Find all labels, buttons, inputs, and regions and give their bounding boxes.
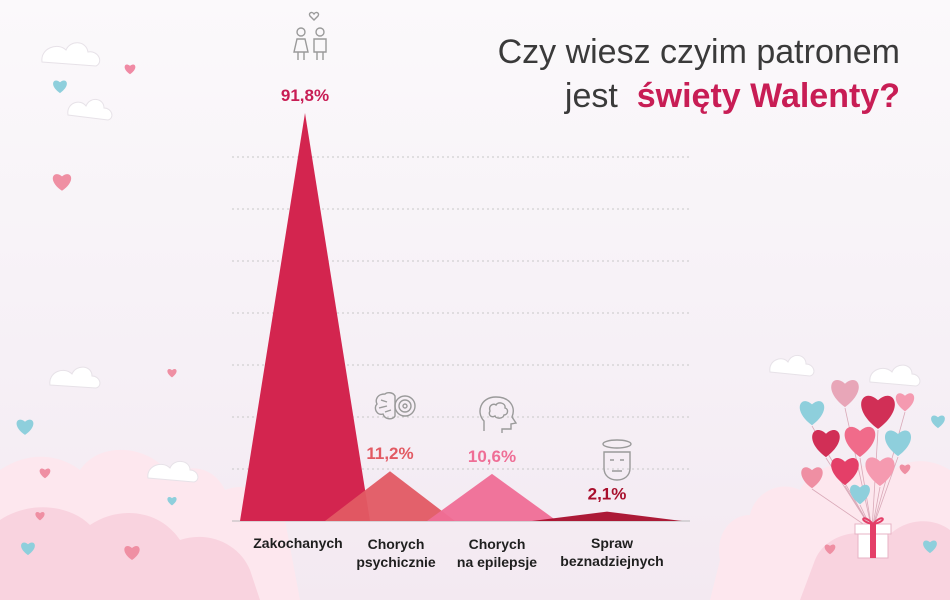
balloon-heart bbox=[801, 467, 823, 489]
value-labels: 91,8% 11,2% 10,6% 2,1% bbox=[281, 86, 626, 504]
balloon-heart bbox=[861, 395, 895, 429]
category-label: Chorych na epilepsje bbox=[456, 536, 538, 570]
balloon-heart bbox=[865, 457, 895, 487]
value-label: 11,2% bbox=[366, 444, 413, 463]
category-label: Spraw beznadziejnych bbox=[560, 535, 664, 569]
gift-box-icon bbox=[854, 517, 892, 559]
cloud-left-mid bbox=[67, 99, 113, 121]
title-line-2-bold: święty Walenty? bbox=[636, 77, 900, 115]
balloon-heart bbox=[812, 429, 840, 458]
title-line-2-prefix: jest bbox=[564, 77, 618, 115]
background-decorations bbox=[0, 42, 950, 600]
heart-decoration bbox=[52, 174, 72, 191]
value-label: 2,1% bbox=[588, 485, 627, 504]
head-brain-icon bbox=[479, 396, 518, 433]
heart-decoration bbox=[824, 544, 836, 555]
area-peak-2 bbox=[427, 473, 557, 521]
heart-decoration bbox=[21, 542, 35, 556]
heart-decoration bbox=[124, 546, 140, 560]
dizzy-face-icon bbox=[602, 439, 632, 481]
heart-decoration bbox=[16, 419, 34, 435]
balloon-heart bbox=[831, 457, 859, 486]
balloon-heart bbox=[895, 393, 915, 412]
value-label: 10,6% bbox=[468, 447, 516, 466]
heart-decoration bbox=[167, 369, 177, 378]
cloud-left-bottom bbox=[147, 461, 199, 483]
balloon-heart bbox=[799, 401, 825, 426]
category-label: Chorych psychicznie bbox=[356, 536, 436, 570]
balloon-heart bbox=[831, 379, 859, 408]
heart-decoration bbox=[35, 512, 45, 521]
cloud-left-low bbox=[49, 366, 101, 389]
heart-decoration bbox=[931, 415, 945, 429]
title-line-2: jest święty Walenty? bbox=[460, 74, 900, 118]
brain-target-icon bbox=[374, 391, 416, 420]
heart-decoration bbox=[923, 540, 937, 554]
balloon-heart bbox=[850, 484, 870, 505]
balloon-bunch-decoration bbox=[799, 379, 915, 531]
heart-decoration bbox=[124, 64, 136, 75]
balloon-heart bbox=[884, 430, 912, 457]
title-line-1: Czy wiesz czyim patronem bbox=[497, 33, 900, 71]
plot-area bbox=[240, 113, 682, 521]
cloud-right-2 bbox=[769, 355, 815, 377]
value-label: 91,8% bbox=[281, 86, 329, 105]
heart-decoration bbox=[899, 464, 911, 475]
couple-with-heart-icon bbox=[293, 11, 327, 60]
bottom-cloud-right-2 bbox=[800, 521, 950, 600]
heart-decoration bbox=[53, 80, 67, 94]
cloud-top-left bbox=[41, 42, 101, 67]
heart-decoration bbox=[39, 468, 51, 479]
cloud-right-top bbox=[869, 364, 921, 387]
area-peak-1 bbox=[325, 471, 455, 521]
area-peak-0 bbox=[240, 113, 370, 521]
category-icons bbox=[293, 11, 632, 481]
area-peak-3 bbox=[532, 511, 682, 521]
category-label: Zakochanych bbox=[253, 535, 343, 551]
heart-decoration bbox=[167, 497, 177, 506]
chart-title: Czy wiesz czyim patronem jest święty Wal… bbox=[460, 30, 900, 118]
balloon-heart bbox=[844, 426, 876, 457]
